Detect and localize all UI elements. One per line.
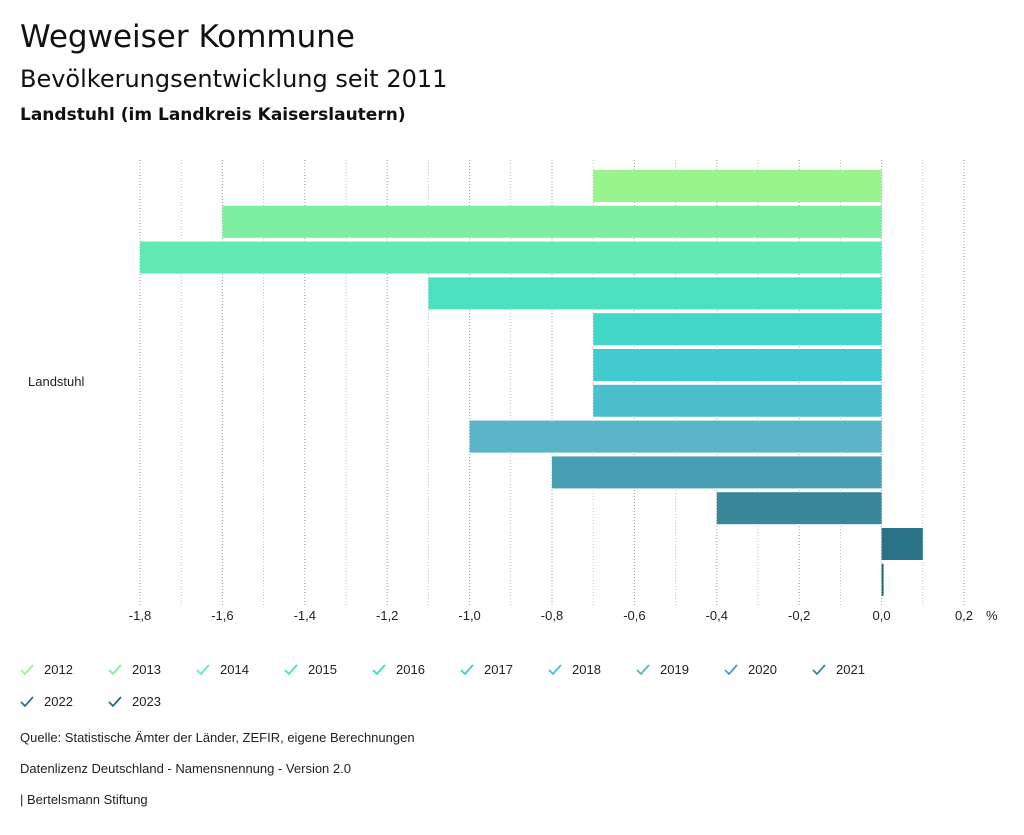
checkmark-icon (548, 664, 562, 676)
publisher-note[interactable]: | Bertelsmann Stiftung (20, 792, 148, 807)
legend-label: 2019 (660, 662, 689, 677)
x-tick-label: 0,0 (873, 608, 891, 623)
legend-label: 2020 (748, 662, 777, 677)
bar-2022[interactable] (881, 528, 923, 560)
category-label: Landstuhl (28, 374, 84, 389)
checkmark-icon (196, 664, 210, 676)
x-tick-label: -0,2 (788, 608, 810, 623)
checkmark-icon (108, 664, 122, 676)
checkmark-icon (284, 664, 298, 676)
checkmark-icon (812, 664, 826, 676)
checkmark-icon (108, 696, 122, 708)
legend-label: 2012 (44, 662, 73, 677)
bar-2019[interactable] (469, 420, 882, 453)
bar-chart: -1,8 -1,6 -1,4 -1,2 -1,0 -0,8 -0,6 -0,4 -0,2 0,0 0… (28, 160, 998, 623)
bar-2012[interactable] (593, 170, 882, 202)
checkmark-icon (20, 664, 34, 676)
checkmark-icon (372, 664, 386, 676)
checkmark-icon (20, 696, 34, 708)
bar-2015[interactable] (428, 277, 882, 310)
legend-label: 2015 (308, 662, 337, 677)
bar-2016[interactable] (593, 313, 882, 346)
legend-label: 2021 (836, 662, 865, 677)
chart-subtitle: Bevölkerungsentwicklung seit 2011 (20, 65, 448, 93)
bar-2013[interactable] (222, 205, 882, 238)
bar-2014[interactable] (140, 241, 882, 274)
legend-label: 2016 (396, 662, 425, 677)
license-note: Datenlizenz Deutschland - Namensnennung … (20, 761, 351, 776)
unit-label: % (986, 608, 998, 623)
checkmark-icon (724, 664, 738, 676)
x-tick-label: -0,6 (623, 608, 645, 623)
legend-label: 2017 (484, 662, 513, 677)
bar-2021[interactable] (716, 492, 882, 525)
bar-2018[interactable] (593, 384, 882, 417)
legend-label: 2013 (132, 662, 161, 677)
checkmark-icon (460, 664, 474, 676)
x-tick-label: 0,2 (955, 608, 973, 623)
checkmark-icon (636, 664, 650, 676)
x-tick-label: -0,4 (706, 608, 728, 623)
bar-2020[interactable] (552, 456, 882, 489)
x-tick-label: -1,2 (376, 608, 398, 623)
page-title: Wegweiser Kommune (20, 19, 355, 55)
region-label: Landstuhl (im Landkreis Kaiserslautern) (20, 105, 406, 125)
legend-label: 2018 (572, 662, 601, 677)
x-tick-label: -0,8 (541, 608, 563, 623)
legend-label: 2014 (220, 662, 249, 677)
source-note: Quelle: Statistische Ämter der Länder, Z… (20, 730, 415, 745)
x-tick-label: -1,0 (458, 608, 480, 623)
x-tick-label: -1,8 (129, 608, 151, 623)
x-tick-label: -1,6 (211, 608, 233, 623)
bar-2023[interactable] (881, 563, 884, 596)
x-tick-label: -1,4 (294, 608, 316, 623)
bar-2017[interactable] (593, 349, 882, 381)
legend-label: 2022 (44, 694, 73, 709)
legend-label: 2023 (132, 694, 161, 709)
